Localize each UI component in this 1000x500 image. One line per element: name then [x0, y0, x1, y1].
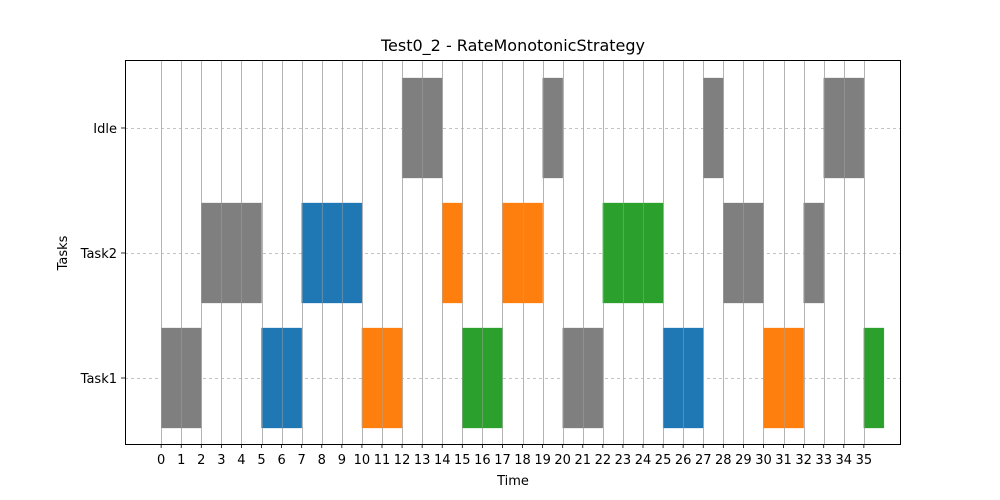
gantt-bar-task2-blue — [301, 202, 322, 304]
x-tick-label: 30 — [755, 453, 772, 468]
x-tick-label: 3 — [217, 453, 225, 468]
x-tick-label: 6 — [277, 453, 285, 468]
x-tick-label: 31 — [775, 453, 792, 468]
y-axis: Task1 Task2 Idle — [80, 122, 125, 387]
x-tick-label: 26 — [675, 453, 692, 468]
gantt-bar-task1-orange — [361, 327, 383, 429]
x-tick-label: 1 — [177, 453, 185, 468]
gantt-bar-task1-orange — [763, 327, 784, 429]
gantt-bar-task1-gray — [562, 327, 583, 429]
x-tick-label: 19 — [534, 453, 551, 468]
x-axis-label: Time — [496, 474, 529, 489]
x-tick-label: 5 — [257, 453, 265, 468]
x-tick-label: 4 — [237, 453, 245, 468]
gantt-bar-task2-orange — [442, 202, 463, 304]
x-tick-label: 2 — [197, 453, 205, 468]
gantt-bar-task2-gray — [743, 202, 764, 304]
gantt-bar-idle-gray — [703, 77, 724, 179]
x-tick-label: 20 — [554, 453, 571, 468]
gantt-bar-idle-gray — [843, 77, 865, 179]
x-tick-label: 27 — [695, 453, 712, 468]
y-tick-label-idle: Idle — [93, 122, 117, 137]
gantt-bar-task2-blue — [341, 202, 363, 304]
x-tick-label: 24 — [635, 453, 652, 468]
gantt-bar-task2-gray — [723, 202, 744, 304]
x-tick-label: 22 — [595, 453, 612, 468]
gantt-bar-task2-green — [642, 202, 664, 304]
x-tick-label: 14 — [434, 453, 451, 468]
gantt-bar-task2-orange — [522, 202, 543, 304]
x-tick-label: 16 — [474, 453, 491, 468]
gantt-bar-task1-blue — [261, 327, 282, 429]
x-tick-label: 35 — [856, 453, 873, 468]
x-tick-label: 11 — [374, 453, 391, 468]
gantt-bar-task1-orange — [381, 327, 403, 429]
x-tick-label: 9 — [338, 453, 346, 468]
gantt-bar-idle-gray — [542, 77, 563, 179]
bar-layer — [160, 60, 885, 444]
gantt-bar-task2-orange — [502, 202, 523, 304]
y-axis-label: Tasks — [56, 235, 71, 271]
gantt-bar-task2-gray — [201, 202, 222, 304]
x-tick-label: 29 — [735, 453, 752, 468]
x-tick-label: 32 — [795, 453, 812, 468]
gantt-bar-task1-green — [482, 327, 503, 429]
gantt-bar-task2-green — [622, 202, 644, 304]
x-tick-label: 17 — [494, 453, 511, 468]
x-axis: 0 1 2 3 4 5 6 7 8 9 10 11 12 13 14 15 16 17 18 19 20 21 22 23 24… — [157, 444, 872, 468]
gantt-bar-task2-blue — [321, 202, 342, 304]
gantt-bar-task1-green — [863, 327, 885, 429]
gantt-bar-task2-gray — [803, 202, 824, 304]
gantt-bar-idle-gray — [401, 77, 423, 179]
x-tick-label: 0 — [157, 453, 165, 468]
chart-title: Test0_2 - RateMonotonicStrategy — [380, 36, 645, 56]
x-tick-label: 8 — [318, 453, 326, 468]
gantt-bar-task1-blue — [683, 327, 704, 429]
gantt-bar-task1-gray — [160, 327, 182, 429]
x-tick-label: 7 — [298, 453, 306, 468]
y-tick-label-task1: Task1 — [80, 372, 117, 387]
x-tick-label: 34 — [836, 453, 853, 468]
x-tick-label: 33 — [815, 453, 832, 468]
x-tick-label: 28 — [715, 453, 732, 468]
gantt-bar-task1-green — [462, 327, 483, 429]
x-tick-label: 12 — [394, 453, 411, 468]
x-tick-label: 13 — [414, 453, 431, 468]
x-tick-label: 23 — [615, 453, 632, 468]
gantt-bar-idle-gray — [823, 77, 844, 179]
gantt-bar-task1-blue — [662, 327, 684, 429]
y-tick-label-task2: Task2 — [80, 247, 117, 262]
x-tick-label: 15 — [454, 453, 471, 468]
gantt-bar-task1-gray — [181, 327, 202, 429]
x-tick-label: 10 — [354, 453, 371, 468]
gantt-bar-task2-gray — [241, 202, 262, 304]
x-tick-label: 25 — [655, 453, 672, 468]
gantt-bar-task1-gray — [582, 327, 603, 429]
gantt-bar-idle-gray — [422, 77, 443, 179]
x-tick-label: 18 — [514, 453, 531, 468]
gantt-bar-task1-orange — [783, 327, 804, 429]
x-tick-label: 21 — [574, 453, 591, 468]
gantt-bar-task2-green — [602, 202, 624, 304]
gantt-bar-task1-blue — [281, 327, 302, 429]
plot-frame — [125, 60, 901, 445]
gantt-bar-task2-gray — [221, 202, 242, 304]
